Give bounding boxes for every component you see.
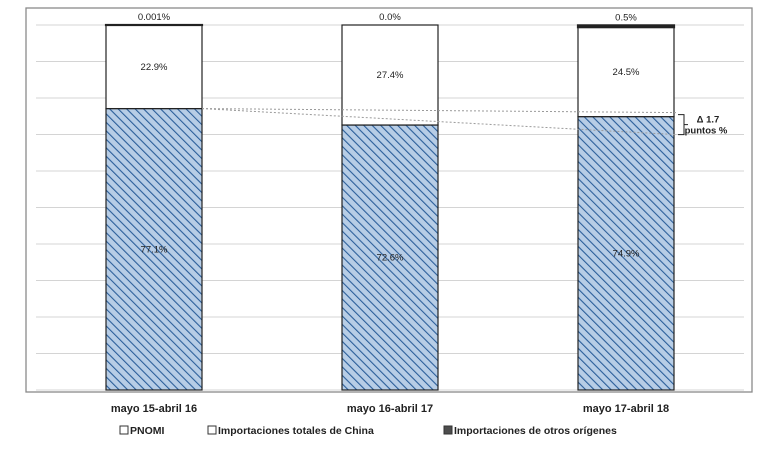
delta-annotation-line2: puntos % (685, 126, 728, 137)
pnomi-label: 0.001% (138, 12, 171, 23)
delta-bracket (678, 115, 684, 135)
otros-label: 72.6% (377, 253, 404, 264)
legend-label: Importaciones totales de China (218, 425, 374, 437)
delta-annotation-line1: Δ 1.7 (697, 115, 720, 126)
category-tick-label: mayo 15-abril 16 (111, 403, 197, 415)
category-tick-label: mayo 17-abril 18 (583, 403, 669, 415)
china-label: 27.4% (377, 70, 404, 81)
legend-swatch (444, 426, 452, 434)
legend-label: Importaciones de otros orígenes (454, 425, 617, 437)
otros-label: 74.9% (613, 248, 640, 259)
category-tick-label: mayo 16-abril 17 (347, 403, 433, 415)
otros-label: 77.1% (141, 244, 168, 255)
bar-segment-pnomi (578, 25, 674, 27)
china-label: 24.5% (613, 67, 640, 78)
legend-swatch (120, 426, 128, 434)
pnomi-label: 0.0% (379, 12, 401, 23)
legend-swatch (208, 426, 216, 434)
china-label: 22.9% (141, 62, 168, 73)
pnomi-label: 0.5% (615, 12, 637, 23)
legend-label: PNOMI (130, 425, 165, 437)
